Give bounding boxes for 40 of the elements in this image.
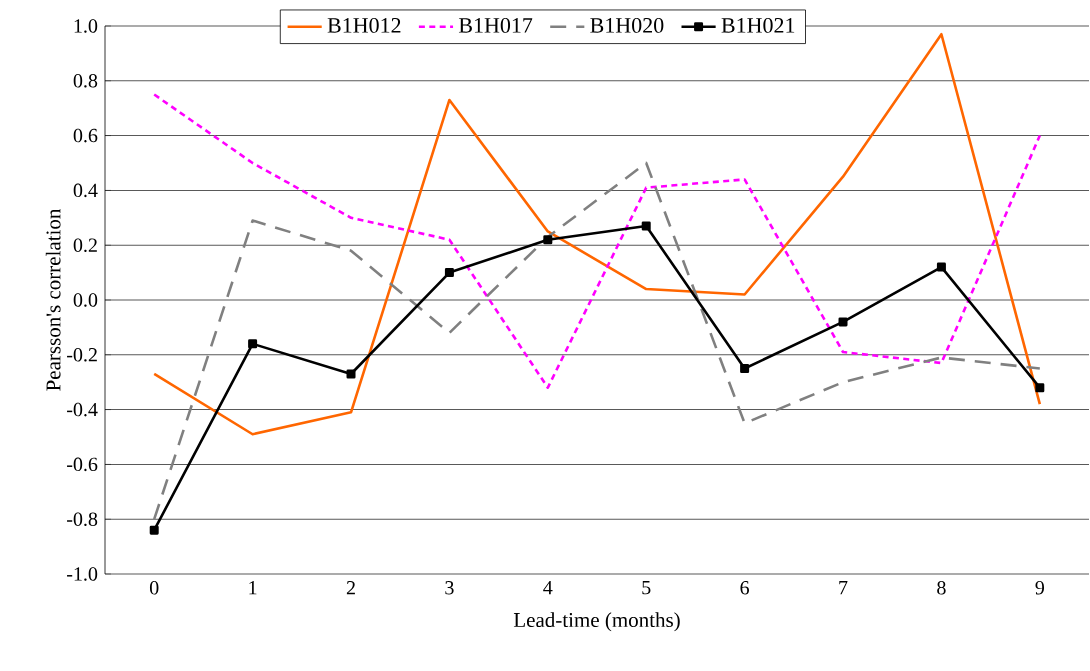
y-tick-label: -0.2 [67, 348, 97, 362]
x-tick-label: 3 [445, 581, 454, 595]
line-series [152, 93, 1042, 389]
y-tick-label: 0.8 [73, 74, 98, 88]
x-tick-label: 5 [642, 581, 651, 595]
y-tick-label: 0.2 [73, 238, 97, 252]
point [248, 339, 258, 349]
legend-label: B1H020 [590, 17, 664, 33]
y-tick-label: 0.0 [73, 293, 98, 307]
point [740, 364, 750, 373]
point [543, 235, 553, 245]
point [346, 369, 356, 379]
y-tick-label: 0.6 [73, 128, 98, 143]
legend-label: B1H017 [458, 17, 533, 33]
y-tick-label: -0.8 [67, 512, 98, 526]
x-tick-label: 2 [346, 581, 355, 595]
x-tick-label: 4 [543, 581, 553, 595]
y-axis-title: Pearsson's correlation [45, 208, 61, 391]
point [838, 317, 848, 327]
x-tick-label: 1 [249, 581, 257, 595]
y-tick-label: 1.0 [74, 19, 98, 33]
legend-label: B1H012 [327, 17, 401, 33]
point [444, 268, 454, 278]
point [149, 525, 159, 535]
y-tick-label: -1.0 [67, 567, 98, 581]
point [936, 262, 946, 272]
y-tick-label: 0.4 [73, 183, 98, 198]
point [641, 221, 651, 231]
x-tick-label: 6 [740, 581, 750, 595]
line-series [152, 161, 1042, 521]
legend-label: B1H021 [721, 17, 795, 33]
x-tick-label: 7 [839, 581, 848, 595]
x-tick-label: 8 [937, 581, 946, 595]
x-axis-title: Lead-time (months) [513, 612, 680, 632]
y-tick-label: -0.6 [67, 457, 98, 472]
line-series [152, 32, 1042, 436]
point [1035, 383, 1045, 393]
y-tick-label: -0.4 [67, 402, 98, 417]
x-tick-label: 0 [149, 581, 159, 595]
x-tick-label: 9 [1035, 581, 1045, 595]
